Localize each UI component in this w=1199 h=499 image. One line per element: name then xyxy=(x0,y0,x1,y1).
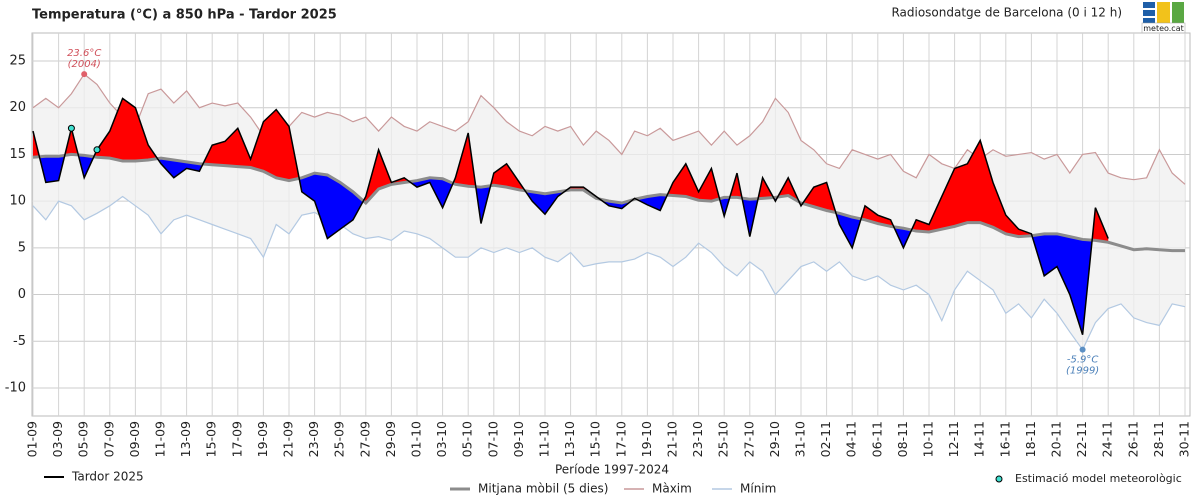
annotation: (2004) xyxy=(68,59,101,70)
legend-label: Estimació model meteorològic xyxy=(1015,472,1182,485)
x-tick-label: 10-11 xyxy=(921,421,936,457)
x-tick-label: 08-11 xyxy=(895,421,910,457)
legend-label: Màxim xyxy=(652,482,692,496)
mean-line xyxy=(32,152,1185,253)
y-tick-label: 15 xyxy=(9,147,26,162)
y-tick-label: -5 xyxy=(13,334,26,349)
x-tick-label: 12-11 xyxy=(946,421,961,457)
x-tick-label: 09-10 xyxy=(511,421,526,457)
x-tick-label: 07-09 xyxy=(101,421,116,457)
x-tick-label: 01-09 xyxy=(25,421,40,457)
plot-frame xyxy=(31,32,1191,417)
annotation: -5.9°C xyxy=(1067,355,1099,366)
x-tick-label: 05-10 xyxy=(460,421,475,457)
max-line xyxy=(32,73,1186,185)
legend-label: Mínim xyxy=(740,482,776,496)
record-max-point xyxy=(81,71,88,78)
x-tick-label: 23-09 xyxy=(306,421,321,457)
x-tick-label: 14-11 xyxy=(972,421,987,457)
y-tick-label: 20 xyxy=(9,100,26,115)
x-tick-label: 13-10 xyxy=(562,421,577,457)
logo: meteo.cat xyxy=(1141,2,1186,34)
y-tick-label: 0 xyxy=(18,287,26,302)
annotation: (1999) xyxy=(1066,366,1099,377)
y-tick-label: 25 xyxy=(9,54,26,69)
x-tick-label: 09-09 xyxy=(127,421,142,457)
x-tick-label: 20-11 xyxy=(1049,421,1064,457)
x-tick-label: 22-11 xyxy=(1074,421,1089,457)
estimate-point xyxy=(67,124,75,132)
x-tick-label: 15-10 xyxy=(588,421,603,457)
x-tick-label: 05-09 xyxy=(76,421,91,457)
x-tick-label: 27-09 xyxy=(357,421,372,457)
x-tick-label: 11-10 xyxy=(537,421,552,457)
chart-title: Temperatura (°C) a 850 hPa - Tardor 2025 xyxy=(32,8,337,23)
chart-subtitle: Radiosondatge de Barcelona (0 i 12 h) xyxy=(891,6,1122,20)
y-tick-label: -10 xyxy=(5,380,26,395)
estimate-point xyxy=(93,146,101,154)
x-tick-label: 03-10 xyxy=(434,421,449,457)
x-tick-label: 25-09 xyxy=(332,421,347,457)
y-tick-label: 5 xyxy=(18,240,26,255)
annotation: 23.6°C xyxy=(67,48,101,59)
record-min-point xyxy=(1079,346,1086,353)
x-tick-label: 07-10 xyxy=(485,421,500,457)
x-tick-label: 15-09 xyxy=(204,421,219,457)
x-tick-label: 06-11 xyxy=(869,421,884,457)
x-tick-label: 28-11 xyxy=(1151,421,1166,457)
x-tick-label: 19-09 xyxy=(255,421,270,457)
legend-label: Mitjana mòbil (5 dies) xyxy=(478,482,608,496)
x-tick-label: 31-10 xyxy=(793,421,808,457)
legend-group: Període 1997-2024 xyxy=(555,463,669,477)
season-line xyxy=(32,97,1109,335)
x-tick-label: 03-09 xyxy=(50,421,65,457)
x-tick-label: 29-10 xyxy=(767,421,782,457)
legend-swatch xyxy=(995,475,1003,483)
x-tick-label: 25-10 xyxy=(716,421,731,457)
x-tick-label: 24-11 xyxy=(1100,421,1115,457)
x-tick-label: 21-09 xyxy=(281,421,296,457)
x-tick-label: 23-10 xyxy=(690,421,705,457)
min-line xyxy=(32,195,1186,351)
x-tick-label: 17-10 xyxy=(613,421,628,457)
x-tick-label: 30-11 xyxy=(1177,421,1192,457)
x-tick-label: 18-11 xyxy=(1023,421,1038,457)
x-tick-label: 27-10 xyxy=(741,421,756,457)
x-tick-label: 16-11 xyxy=(997,421,1012,457)
legend-label: Tardor 2025 xyxy=(71,470,144,484)
x-tick-label: 19-10 xyxy=(639,421,654,457)
range-band xyxy=(33,74,1185,350)
x-tick-label: 04-11 xyxy=(844,421,859,457)
x-tick-label: 02-11 xyxy=(818,421,833,457)
y-tick-label: 10 xyxy=(9,194,26,209)
x-tick-label: 01-10 xyxy=(409,421,424,457)
x-tick-label: 11-09 xyxy=(153,421,168,457)
x-tick-label: 26-11 xyxy=(1125,421,1140,457)
x-tick-label: 29-09 xyxy=(383,421,398,457)
x-tick-label: 13-09 xyxy=(178,421,193,457)
logo-text: meteo.cat xyxy=(1143,24,1184,33)
x-tick-label: 21-10 xyxy=(665,421,680,457)
x-tick-label: 17-09 xyxy=(229,421,244,457)
